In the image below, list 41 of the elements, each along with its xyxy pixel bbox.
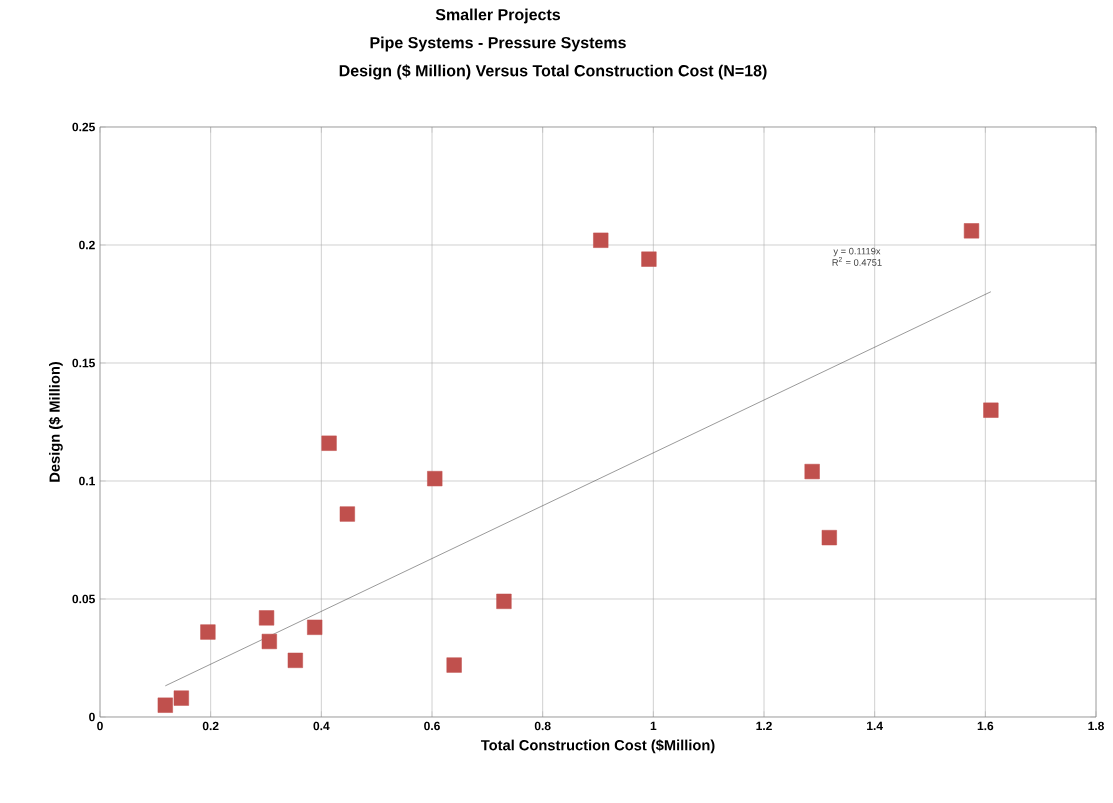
- x-axis-title: Total Construction Cost ($Million): [480, 739, 715, 754]
- x-tick-label: 0.8: [534, 721, 551, 731]
- annotation: y = 0.1119x: [833, 247, 881, 257]
- point: [496, 593, 512, 609]
- y-tick-label: 0.05: [72, 594, 95, 604]
- point: [593, 232, 609, 248]
- text: Design ($ Million) Versus Total Construction Cost (N=18): [339, 64, 767, 80]
- point: [339, 506, 355, 522]
- y-tick-label: 0.1: [79, 476, 95, 486]
- point: [641, 251, 657, 267]
- y-tick-label: 0.2: [79, 240, 95, 250]
- point: [173, 690, 189, 706]
- y-tick-label: 0.15: [72, 358, 95, 368]
- point: [258, 610, 275, 626]
- point: [963, 223, 980, 239]
- x-tick-label: 1: [650, 721, 657, 730]
- x-tick-label: 0.2: [202, 721, 219, 731]
- point: [983, 402, 999, 418]
- y-tick-label: 0: [89, 712, 95, 722]
- chart-subtitle: Pipe Systems - Pressure Systems: [370, 36, 626, 52]
- point: [427, 471, 443, 487]
- chart-title: Smaller Projects: [435, 8, 561, 24]
- x-tick-label: 1.2: [756, 721, 772, 731]
- y-axis-title: Design ($ Million): [48, 362, 63, 482]
- x-tick-label: 1.4: [867, 721, 883, 730]
- point: [446, 657, 462, 673]
- point: [261, 633, 277, 650]
- x-tick-label: 1.8: [1088, 721, 1104, 731]
- x-tick-label: 0.4: [313, 721, 330, 731]
- x-tick-label: 1.6: [977, 721, 994, 731]
- point: [821, 530, 837, 546]
- y-tick-label: 0.25: [72, 122, 95, 132]
- point: [200, 624, 216, 640]
- point: [287, 652, 303, 668]
- x-tick-label: 0.6: [424, 721, 440, 731]
- point: [157, 697, 173, 713]
- point: [307, 619, 323, 635]
- point: [321, 435, 337, 451]
- point: [804, 463, 820, 480]
- annotation: R$^{2}$ = 0.4751: [832, 256, 882, 266]
- x-tick-label: 0: [97, 721, 103, 731]
